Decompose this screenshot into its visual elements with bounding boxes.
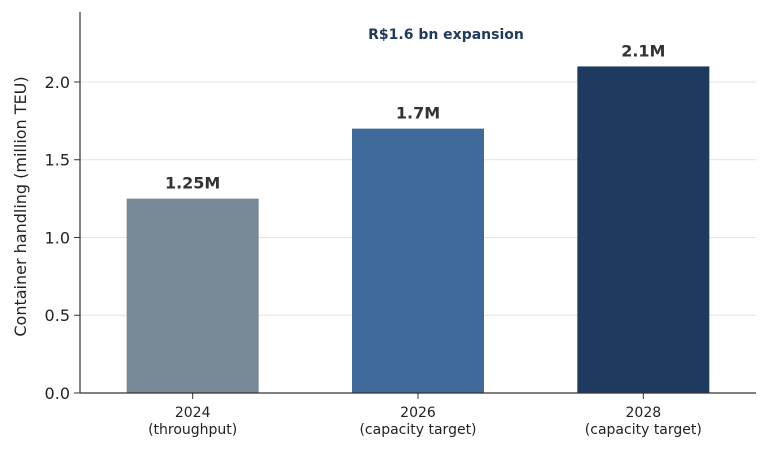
x-tick-label: 2024 [175, 405, 211, 421]
data-label: 1.25M [165, 174, 220, 193]
bar [352, 128, 484, 393]
y-tick-label: 1.5 [45, 151, 70, 170]
x-tick-label: 2026 [400, 405, 436, 421]
y-tick-label: 0.0 [45, 384, 70, 403]
x-tick-label: (capacity target) [359, 422, 476, 438]
data-label: 2.1M [621, 41, 665, 60]
y-ticks: 0.0 0.5 1.0 1.5 2.0 [45, 73, 80, 403]
bar [126, 198, 259, 393]
y-tick-label: 1.0 [45, 228, 70, 247]
y-tick-label: 2.0 [45, 73, 70, 92]
chart-annotation: R$1.6 bn expansion [368, 27, 524, 43]
x-tick-label: 2028 [626, 405, 662, 421]
x-ticks: 2024(throughput)2026(capacity target)202… [148, 393, 702, 438]
x-tick-label: (capacity target) [585, 422, 702, 438]
x-tick-label: (throughput) [148, 422, 237, 438]
bar [577, 66, 710, 393]
data-label: 1.7M [396, 104, 440, 123]
y-axis-label: Container handling (million TEU) [11, 76, 30, 336]
bars [126, 66, 710, 393]
y-tick-label: 0.5 [45, 306, 70, 325]
data-labels: 1.25M 1.7M 2.1M [165, 41, 666, 192]
